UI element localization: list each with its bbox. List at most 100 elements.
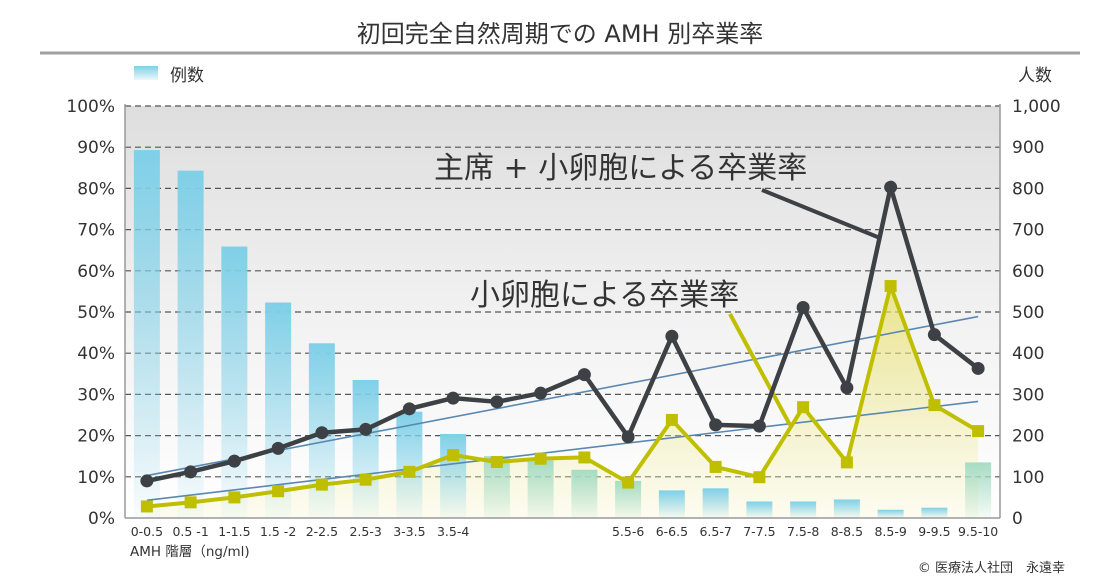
- black-series-point: [140, 474, 154, 488]
- trendline: [146, 315, 979, 477]
- yellow-series-point: [403, 465, 416, 478]
- black-series-point: [840, 381, 854, 395]
- x-tick-label: 0.5 -1: [172, 524, 208, 539]
- x-tick-label: 5.5-6: [612, 524, 644, 539]
- yellow-series-point: [665, 413, 678, 426]
- bar: [658, 490, 685, 518]
- black-series-annotation: 主席 + 小卵胞による卒業率: [434, 151, 807, 186]
- copyright-footer: © 医療法人社団 永遠幸: [918, 560, 1065, 576]
- yellow-series-point: [447, 448, 460, 461]
- x-tick-label: 7.5-8: [787, 524, 819, 539]
- black-series-point: [184, 465, 198, 479]
- right-tick-label: 500: [1012, 303, 1044, 323]
- black-series-point: [490, 395, 504, 409]
- black-series-point: [709, 418, 723, 432]
- right-tick-label: 400: [1012, 344, 1044, 364]
- right-tick-label: 100: [1012, 468, 1044, 488]
- yellow-series-line: [146, 284, 980, 509]
- bar: [965, 462, 992, 518]
- bar: [527, 460, 554, 518]
- bar: [571, 469, 598, 518]
- left-tick-label: 60%: [77, 262, 115, 282]
- yellow-series-point: [797, 401, 810, 414]
- series-group: [140, 180, 985, 513]
- yellow-series-point: [184, 496, 197, 509]
- yellow-series-annotation: 小卵胞による卒業率: [470, 278, 739, 313]
- black-series-line: [146, 184, 980, 484]
- left-tick-label: 30%: [77, 385, 115, 405]
- black-series-point: [446, 391, 460, 405]
- right-axis-ticks: 0 100 200 300 400 500 600 700 800 900 1,000: [1012, 97, 1061, 529]
- black-series-point: [577, 368, 591, 382]
- yellow-series-point: [972, 425, 985, 438]
- yellow-series-point: [884, 280, 897, 293]
- left-tick-label: 100%: [66, 97, 115, 117]
- bar: [790, 501, 817, 518]
- legend-label-bars: 例数: [170, 66, 204, 86]
- x-tick-label: 1-1.5: [218, 524, 250, 539]
- black-series-point: [402, 402, 416, 416]
- yellow-series-point: [709, 460, 722, 473]
- left-tick-label: 40%: [77, 344, 115, 364]
- yellow-series-point: [753, 471, 766, 484]
- black-series-point: [534, 386, 548, 400]
- left-tick-label: 20%: [77, 427, 115, 447]
- right-tick-label: 900: [1012, 138, 1044, 158]
- bar: [877, 509, 904, 518]
- black-series-point: [796, 300, 810, 314]
- bar: [833, 499, 860, 518]
- black-series-point: [621, 430, 635, 444]
- bar: [702, 488, 729, 518]
- black-series-point: [752, 419, 766, 433]
- bar: [921, 507, 948, 518]
- right-tick-label: 600: [1012, 262, 1044, 282]
- black-series-point: [971, 361, 985, 375]
- bar: [177, 170, 204, 518]
- bars-group: [133, 150, 992, 519]
- x-tick-label: 8-8.5: [831, 524, 863, 539]
- bar: [746, 501, 773, 518]
- black-series-point: [884, 180, 898, 194]
- yellow-series-point: [534, 452, 547, 465]
- black-series-point: [359, 422, 373, 436]
- x-axis-title: AMH 階層（ng/ml): [130, 544, 250, 560]
- yellow-series-point: [928, 399, 941, 412]
- bar: [265, 302, 292, 518]
- black-series-point: [315, 426, 329, 440]
- right-tick-label: 200: [1012, 427, 1044, 447]
- x-tick-label: 9.5-10: [958, 524, 998, 539]
- x-tick-label: 2-2.5: [306, 524, 338, 539]
- yellow-series-point: [578, 451, 591, 464]
- yellow-series-point: [490, 455, 503, 468]
- left-tick-label: 80%: [77, 179, 115, 199]
- yellow-series-point: [228, 491, 241, 504]
- bar: [221, 246, 248, 518]
- bar: [133, 150, 160, 519]
- x-tick-label: 7-7.5: [743, 524, 775, 539]
- black-series-point: [271, 441, 285, 455]
- bar: [440, 433, 467, 518]
- bar: [396, 411, 423, 518]
- right-axis-title: 人数: [1018, 66, 1052, 86]
- left-tick-label: 0%: [88, 509, 115, 529]
- black-annotation-pointer: [761, 188, 881, 240]
- x-axis-ticks: 0-0.5 0.5 -1 1-1.5 1.5 -2 2-2.5 2.5-3 3-3.5 3.5…: [131, 524, 999, 539]
- x-tick-label: 1.5 -2: [260, 524, 296, 539]
- black-series-point: [227, 454, 241, 468]
- x-tick-label: 8.5-9: [874, 524, 906, 539]
- yellow-series-point: [840, 456, 853, 469]
- yellow-annotation-pointer: [728, 313, 792, 426]
- x-tick-label: 0-0.5: [131, 524, 163, 539]
- right-tick-label: 700: [1012, 221, 1044, 241]
- yellow-series-point: [272, 485, 285, 498]
- x-tick-label: 3-3.5: [393, 524, 425, 539]
- right-tick-label: 0: [1012, 509, 1023, 529]
- x-tick-label: 9-9.5: [918, 524, 950, 539]
- x-tick-label: 6.5-7: [699, 524, 731, 539]
- trendlines-group: [146, 315, 979, 502]
- right-tick-label: 1,000: [1012, 97, 1061, 117]
- yellow-series-point: [622, 476, 635, 489]
- yellow-series-point: [315, 478, 328, 491]
